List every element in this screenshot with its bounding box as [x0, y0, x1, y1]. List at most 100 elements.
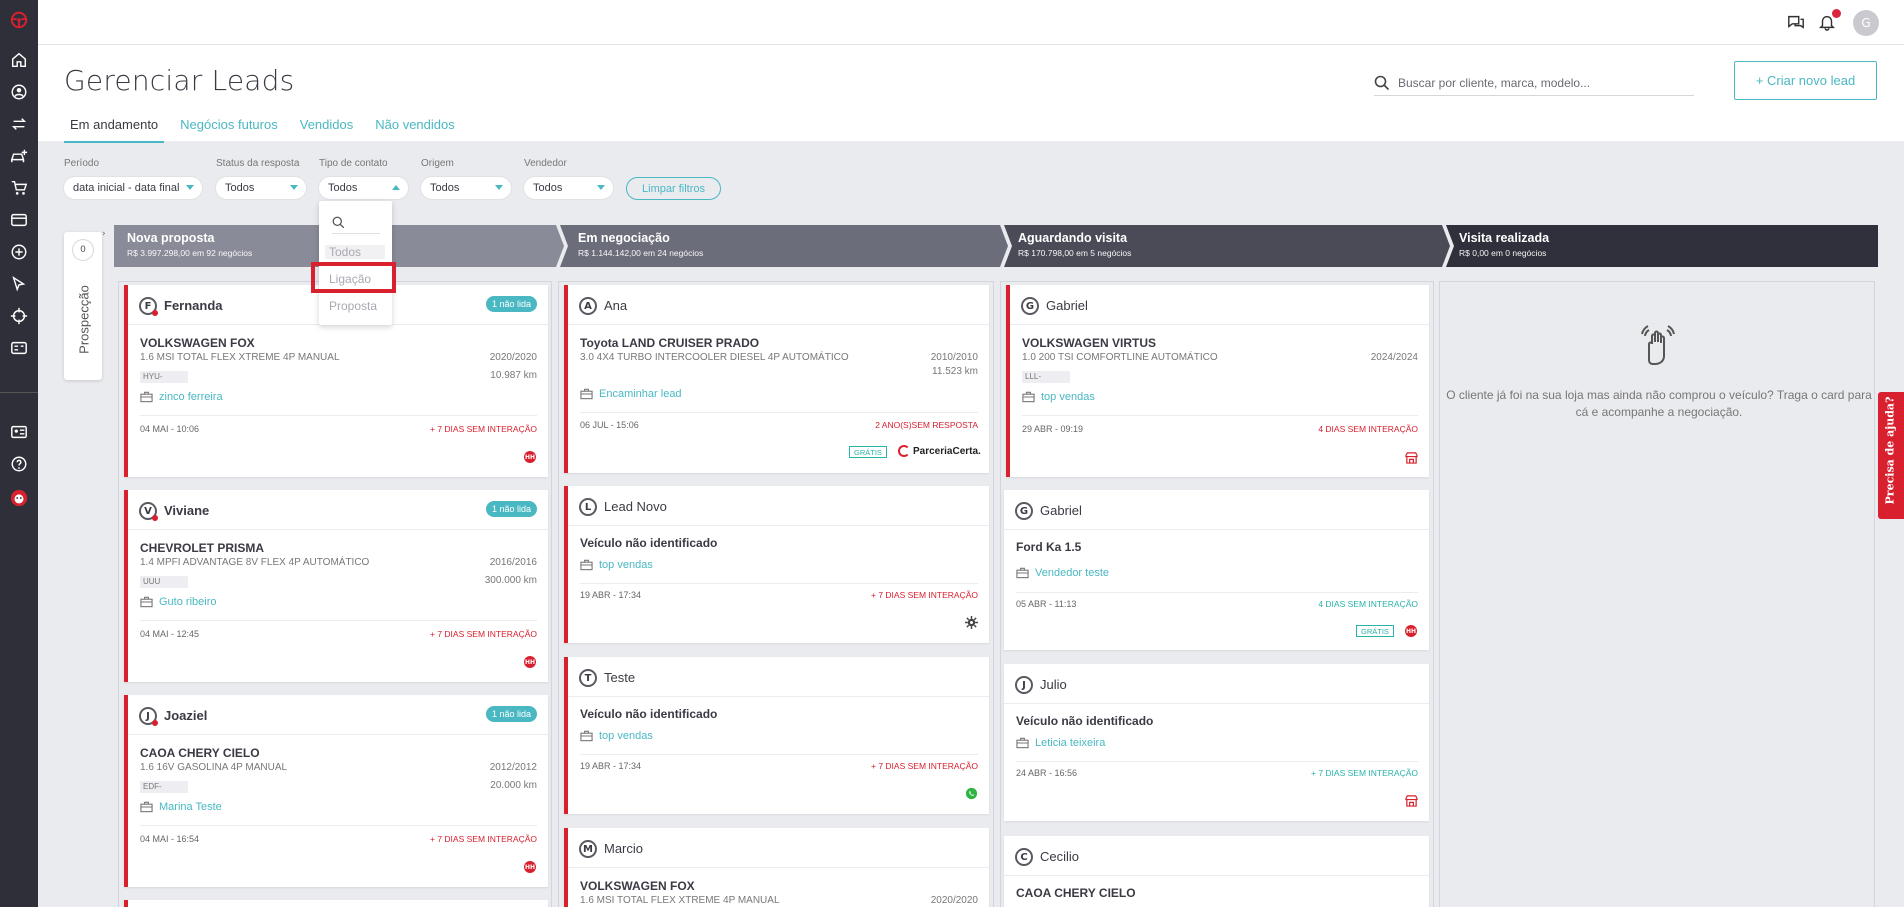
seller-link[interactable]: top vendas [1022, 391, 1095, 403]
dropdown-search[interactable] [332, 214, 380, 234]
add-vehicle-icon[interactable] [9, 146, 29, 166]
pipeline-stages [114, 225, 1878, 267]
vehicle-year: 2012/2012 [489, 762, 537, 773]
status-select[interactable]: Todos [216, 177, 306, 199]
topbar-divider [38, 44, 1904, 45]
unread-badge: 1 não lida [485, 296, 537, 312]
highlight-box [311, 262, 396, 293]
periodo-select[interactable]: data inicial - data final [64, 177, 202, 199]
hh-source-icon: HH [523, 655, 537, 669]
help-tab[interactable]: Precisa de ajuda? [1878, 392, 1904, 519]
lead-card-partial[interactable] [124, 900, 548, 907]
lead-card[interactable]: J Joaziel 1 não lida CAOA CHERY CIELO 1.… [124, 695, 548, 887]
cart-icon[interactable] [9, 178, 29, 198]
user-avatar[interactable]: G [1853, 10, 1879, 36]
unread-dot [152, 515, 158, 521]
lead-card[interactable]: A Ana Toyota LAND CRUISER PRADO 3.0 4X4 … [564, 285, 989, 473]
home-icon[interactable] [9, 50, 29, 70]
periodo-label: Período [64, 158, 100, 169]
add-circle-icon[interactable] [9, 242, 29, 262]
mascot-icon[interactable] [9, 488, 29, 508]
vendedor-select[interactable]: Todos [524, 177, 613, 199]
id-card-icon[interactable] [9, 338, 29, 358]
vehicle-name: VOLKSWAGEN FOX [580, 879, 695, 893]
lead-card[interactable]: M Marcio VOLKSWAGEN FOX 1.6 MSI TOTAL FL… [564, 828, 989, 907]
lead-card[interactable]: T Teste Veículo não identificado top ven… [564, 657, 989, 814]
prospeccao-label: Prospecção [76, 285, 92, 354]
chevron-down-icon [495, 185, 503, 190]
unread-dot [152, 310, 158, 316]
notification-bell-icon[interactable] [1817, 9, 1841, 32]
seller-link[interactable]: top vendas [580, 559, 653, 571]
vehicle-km: 300.000 km [484, 575, 537, 586]
vehicle-name: Ford Ka 1.5 [1016, 540, 1082, 554]
chat-icon[interactable] [1786, 12, 1806, 32]
lead-card[interactable]: V Viviane 1 não lida CHEVROLET PRISMA 1.… [124, 490, 548, 682]
tab-negocios-futuros[interactable]: Negócios futuros [180, 117, 278, 132]
lead-avatar: M [579, 840, 597, 858]
lead-name: Teste [604, 670, 636, 685]
tipo-select[interactable]: Todos [319, 177, 408, 199]
lead-card[interactable]: G Gabriel Ford Ka 1.5 Vendedor teste 05 … [1004, 490, 1429, 650]
prospeccao-collapsed-column[interactable]: 0 Prospecção [64, 232, 102, 380]
seller-link[interactable]: Guto ribeiro [140, 596, 216, 608]
lead-card[interactable]: J Julio Veículo não identificado Leticia… [1004, 664, 1429, 821]
vendedor-value: Todos [533, 182, 563, 194]
lead-date: 04 MAI - 16:54 [140, 834, 200, 844]
lead-card[interactable]: L Lead Novo Veículo não identificado top… [564, 486, 989, 643]
chevron-down-icon [290, 185, 298, 190]
origem-select[interactable]: Todos [421, 177, 511, 199]
seller-name: zinco ferreira [159, 391, 223, 403]
help-circle-icon[interactable] [9, 454, 29, 474]
lead-name: Ana [604, 298, 628, 313]
sidebar [0, 0, 38, 907]
seller-link[interactable]: top vendas [580, 730, 653, 742]
forward-lead-link[interactable]: Encaminhar lead [580, 388, 682, 400]
wallet-icon[interactable] [9, 210, 29, 230]
vehicle-year: 2020/2020 [930, 895, 978, 906]
seller-link[interactable]: Leticia teixeira [1016, 737, 1105, 749]
lead-card[interactable]: C Cecilio CAOA CHERY CIELO [1004, 836, 1429, 907]
tab-vendidos[interactable]: Vendidos [299, 117, 354, 132]
parceriacerta-logo: ParceriaCerta. [898, 445, 981, 457]
column-name: Visita realizada [1459, 231, 1550, 245]
vehicle-plate: HYU- [140, 371, 188, 383]
seller-link[interactable]: zinco ferreira [140, 391, 223, 403]
contact-card-icon[interactable] [9, 422, 29, 442]
steering-wheel-logo-icon[interactable] [9, 10, 29, 30]
search-input[interactable] [1398, 75, 1678, 90]
lead-card[interactable]: G Gabriel VOLKSWAGEN VIRTUS 1.0 200 TSI … [1006, 285, 1429, 477]
target-icon[interactable] [9, 306, 29, 326]
chevron-right-icon[interactable]: › [102, 229, 106, 239]
column-name: Aguardando visita [1018, 231, 1128, 245]
gratis-badge: GRÁTIS [849, 446, 887, 458]
vehicle-plate: LLL- [1022, 371, 1070, 383]
seller-link[interactable]: Vendedor teste [1016, 567, 1109, 579]
vehicle-year: 2024/2024 [1370, 352, 1418, 363]
dropdown-option-proposta[interactable]: Proposta [329, 299, 378, 313]
vehicle-desc: 1.6 MSI TOTAL FLEX XTREME 4P MANUAL [580, 895, 780, 906]
vendedor-label: Vendedor [524, 158, 567, 169]
seller-name: top vendas [599, 730, 653, 742]
tipo-label: Tipo de contato [319, 158, 388, 169]
tab-nao-vendidos[interactable]: Não vendidos [375, 117, 455, 132]
seller-link[interactable]: Marina Teste [140, 801, 222, 813]
vehicle-name: CAOA CHERY CIELO [140, 746, 260, 760]
dropdown-option-ligacao[interactable]: Ligação [329, 272, 372, 286]
search-box[interactable] [1374, 70, 1694, 96]
vehicle-year: 2016/2016 [489, 557, 537, 568]
hh-source-icon: HH [1404, 624, 1418, 638]
status-value: Todos [225, 182, 255, 194]
interaction-status: + 7 DIAS SEM INTERAÇÃO [430, 834, 537, 844]
cursor-icon[interactable] [9, 274, 29, 294]
seller-name: top vendas [1041, 391, 1095, 403]
tab-em-andamento[interactable]: Em andamento [64, 115, 165, 143]
lead-name: Gabriel [1040, 503, 1082, 518]
transfer-icon[interactable] [9, 114, 29, 134]
column-name: Nova proposta [127, 231, 215, 245]
dropdown-option-todos[interactable]: Todos [325, 245, 385, 259]
create-lead-button[interactable]: + Criar novo lead [1734, 61, 1877, 100]
leads-icon[interactable] [9, 82, 29, 102]
lead-date: 29 ABR - 09:19 [1022, 424, 1084, 434]
clear-filters-button[interactable]: Limpar filtros [626, 177, 721, 200]
